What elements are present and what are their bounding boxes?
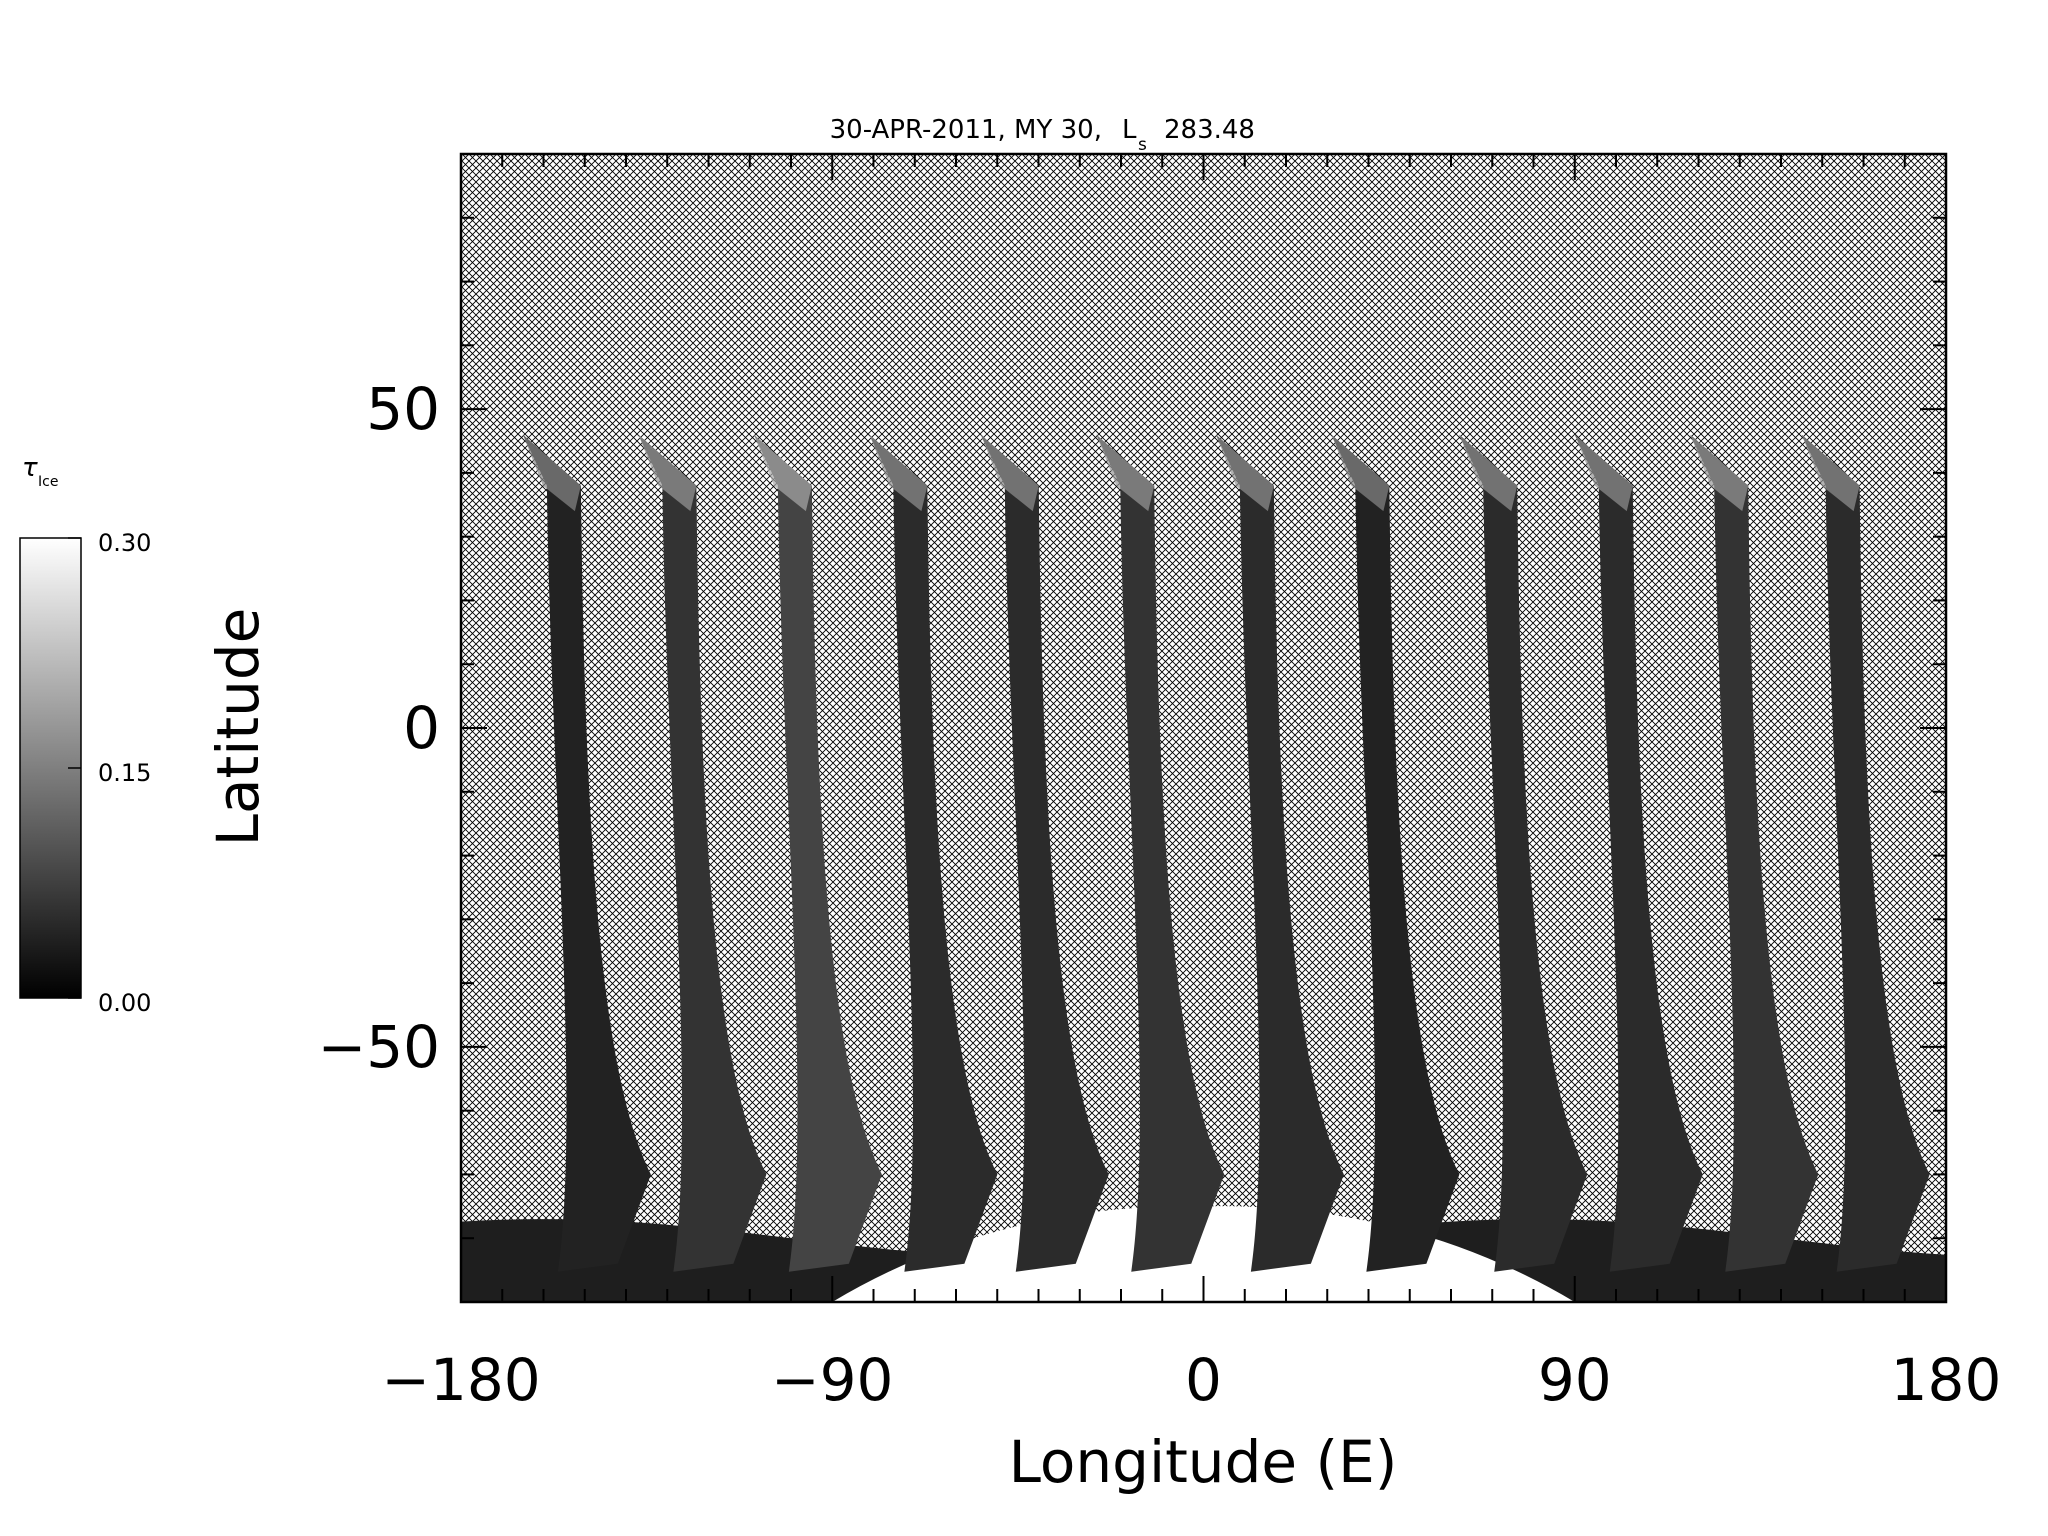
swath-cloud [1215, 434, 1274, 512]
x-axis-label: Longitude (E) [1009, 1428, 1398, 1496]
swath-cloud [980, 434, 1039, 512]
colorbar: τ Ice 0.30 0.15 0.00 [19, 453, 151, 1017]
orbit-swath [1459, 434, 1588, 1272]
orbit-swath [638, 434, 767, 1272]
title-ls-value: 283.48 [1164, 115, 1255, 145]
x-tick-label: 0 [1185, 1346, 1222, 1414]
swath-cloud [638, 434, 697, 512]
orbit-swath [980, 434, 1109, 1272]
orbit-swath [1096, 434, 1225, 1272]
swath-cloud [1331, 434, 1390, 512]
y-tick-label: 50 [366, 375, 440, 443]
title-ls-symbol: L [1122, 115, 1137, 145]
x-tick-label: 90 [1538, 1346, 1612, 1414]
orbit-swath [869, 434, 998, 1272]
swath-cloud [1801, 434, 1860, 512]
orbit-swath [753, 434, 882, 1272]
axis-ticks: −180 −90 0 90 180 −50 0 50 [318, 153, 2002, 1414]
y-tick-label: −50 [318, 1013, 440, 1081]
title-ls-subscript: s [1138, 135, 1147, 155]
swath-cloud [1096, 434, 1155, 512]
colorbar-tick-min: 0.00 [98, 989, 151, 1017]
swath-cloud [753, 434, 812, 512]
chart-title: 30-APR-2011, MY 30, L s 283.48 [830, 115, 1255, 155]
orbit-swath [1801, 434, 1930, 1272]
x-tick-label: 180 [1891, 1346, 2002, 1414]
swath-cloud [1459, 434, 1518, 512]
y-tick-label: 0 [403, 694, 440, 762]
orbit-swath [1574, 434, 1703, 1272]
x-tick-label: −90 [771, 1346, 893, 1414]
swath-cloud [869, 434, 928, 512]
orbit-swath [1331, 434, 1460, 1272]
swath-cloud [1690, 434, 1749, 512]
colorbar-tick-max: 0.30 [98, 529, 151, 557]
swath-cloud [522, 434, 581, 512]
swath-cloud [1574, 434, 1633, 512]
orbit-swath [522, 434, 651, 1272]
colorbar-label: τ [22, 453, 38, 483]
data-layer [461, 434, 1946, 1302]
y-axis-label: Latitude [204, 608, 272, 847]
orbit-swath [1690, 434, 1819, 1272]
x-tick-label: −180 [381, 1346, 540, 1414]
colorbar-tick-mid: 0.15 [98, 759, 151, 787]
orbit-swath [1215, 434, 1344, 1272]
colorbar-label-subscript: Ice [38, 474, 58, 490]
title-date: 30-APR-2011, MY 30, [830, 115, 1102, 145]
